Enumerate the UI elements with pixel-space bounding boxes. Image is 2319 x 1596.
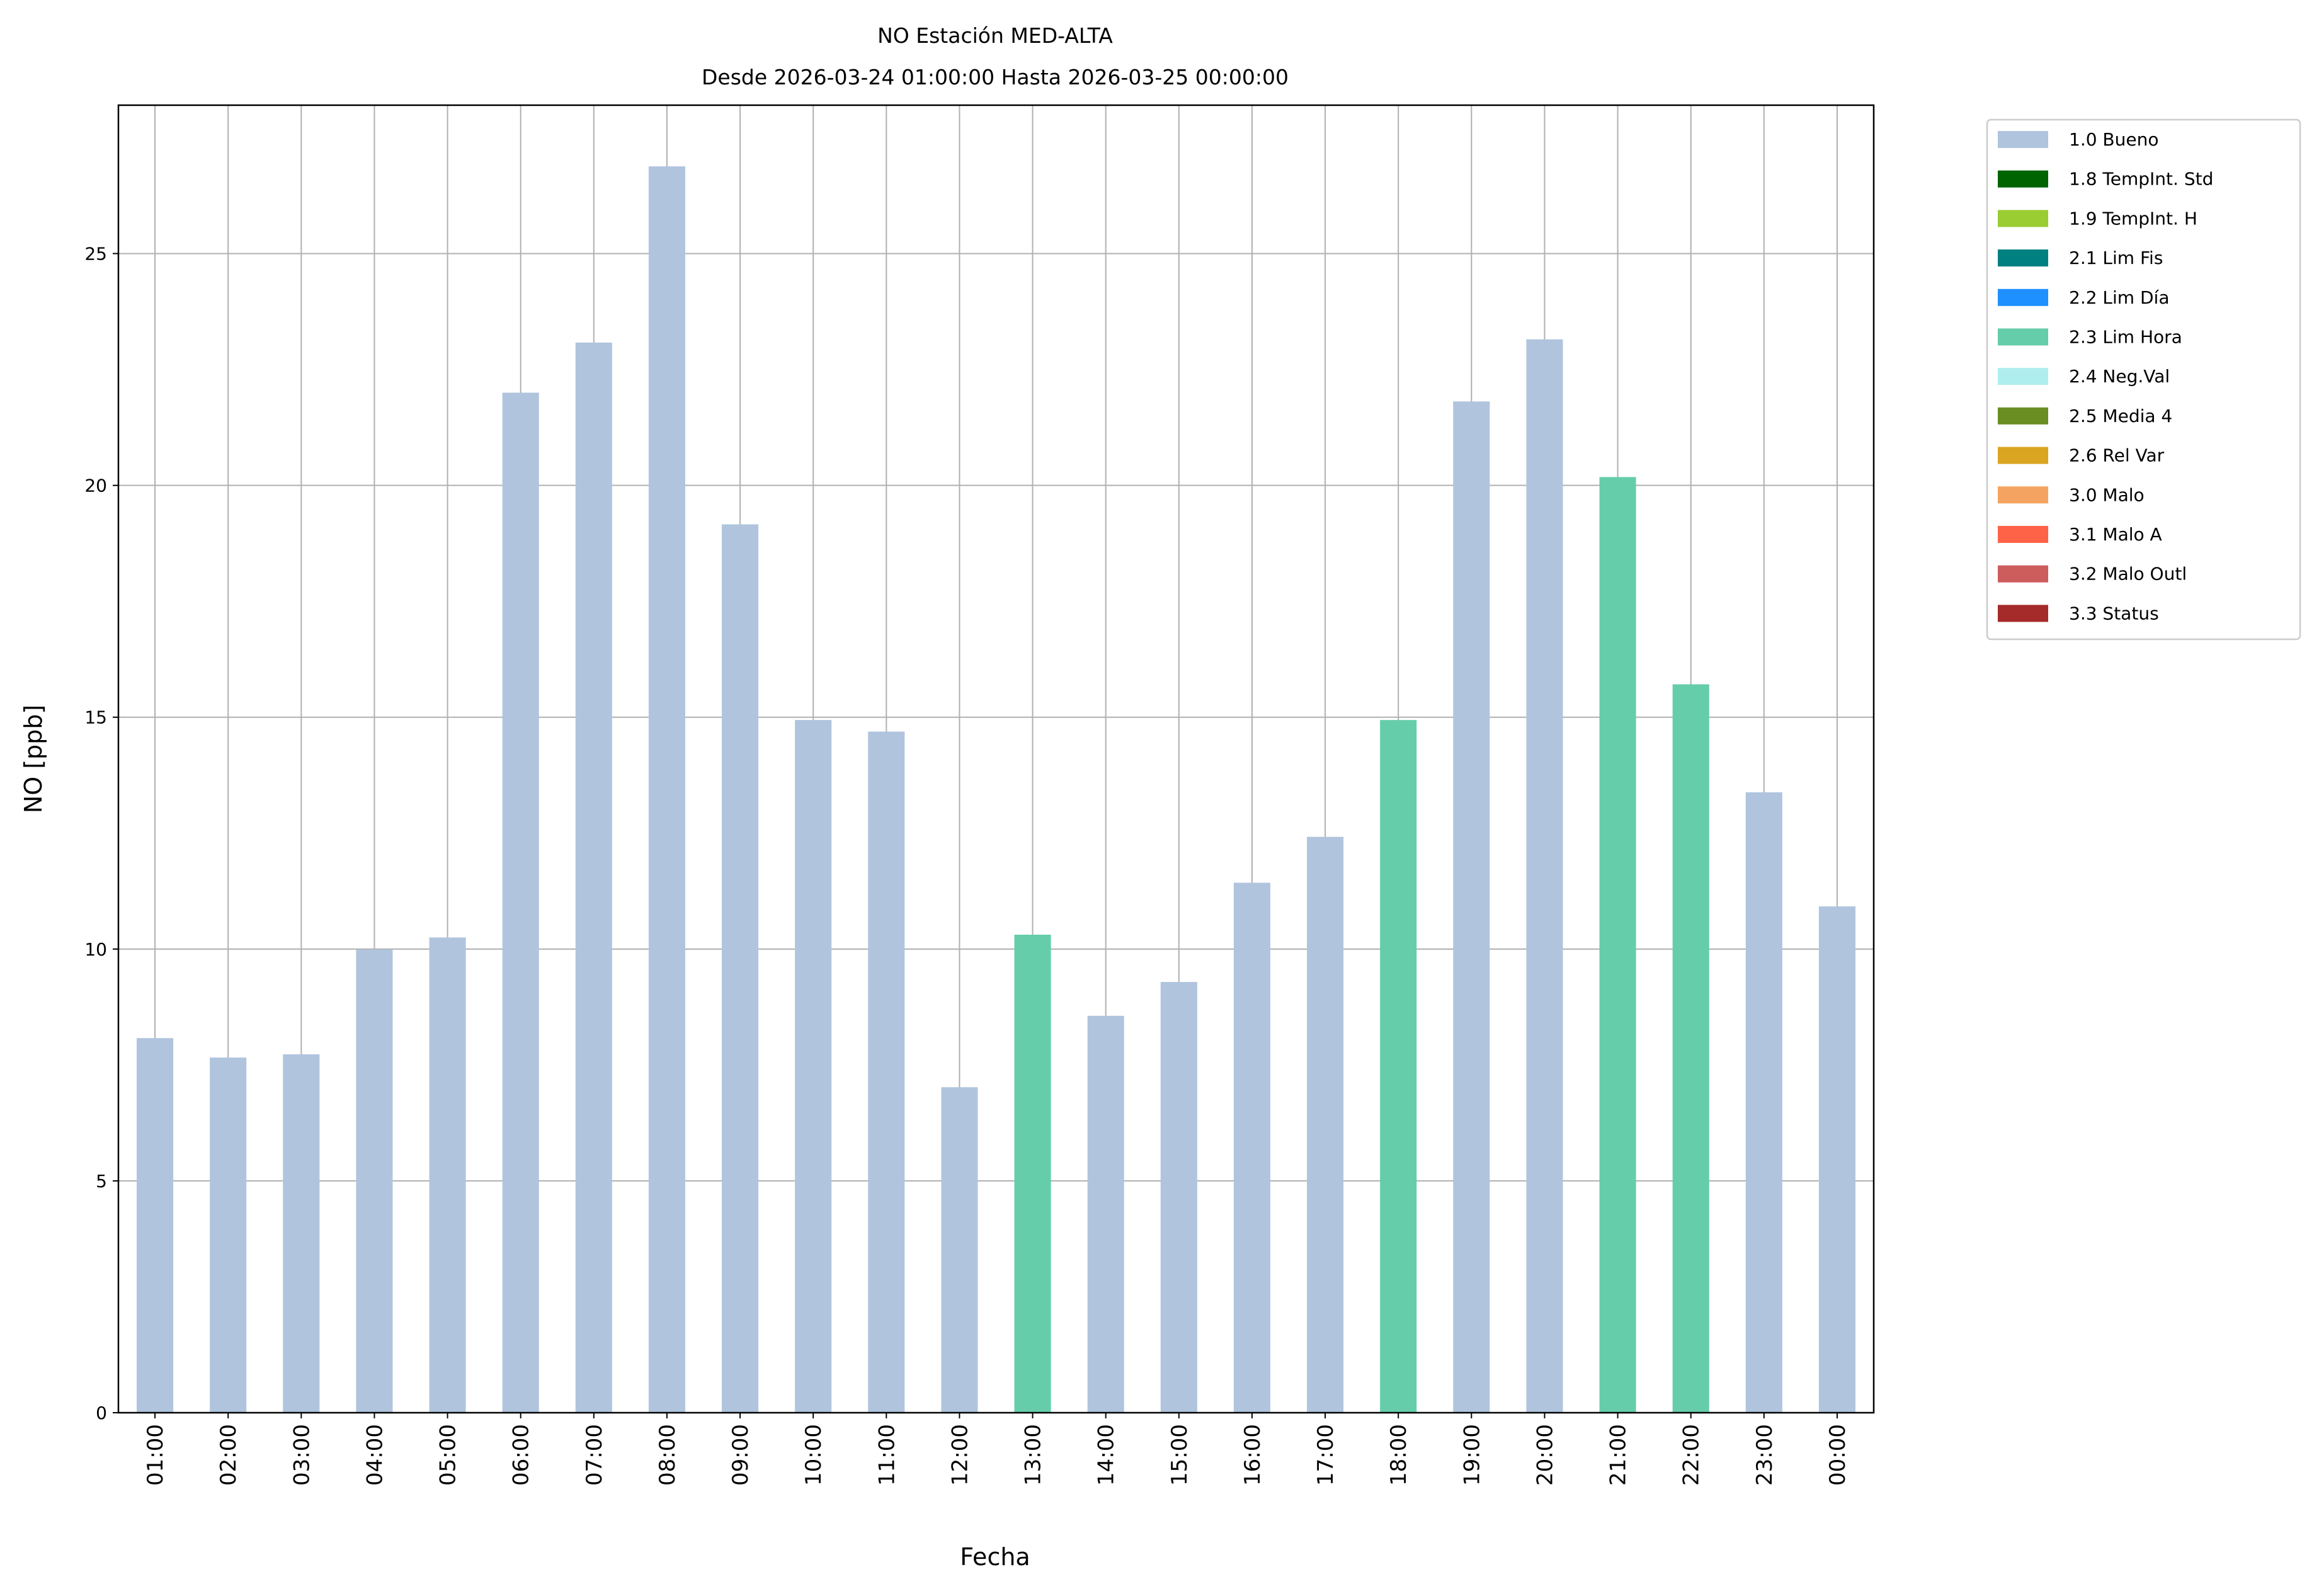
legend-label: 2.1 Lim Fis bbox=[2069, 248, 2163, 268]
legend-label: 1.8 TempInt. Std bbox=[2069, 169, 2213, 190]
x-tick-label: 13:00 bbox=[1021, 1424, 1046, 1486]
legend-swatch bbox=[1998, 486, 2048, 504]
x-tick-label: 15:00 bbox=[1167, 1424, 1192, 1486]
bar bbox=[283, 1054, 320, 1413]
x-tick-label: 14:00 bbox=[1094, 1424, 1119, 1486]
legend-swatch bbox=[1998, 526, 2048, 543]
legend-swatch bbox=[1998, 249, 2048, 267]
legend-label: 3.3 Status bbox=[2069, 603, 2159, 624]
x-tick-label: 21:00 bbox=[1606, 1424, 1631, 1486]
legend-swatch bbox=[1998, 565, 2048, 583]
y-tick-label: 15 bbox=[84, 707, 107, 728]
bar bbox=[795, 720, 832, 1413]
bar bbox=[1160, 982, 1197, 1413]
bar bbox=[429, 937, 466, 1413]
bar bbox=[575, 342, 612, 1413]
x-tick-label: 01:00 bbox=[143, 1424, 168, 1486]
legend-swatch bbox=[1998, 170, 2048, 188]
legend-label: 3.2 Malo Outl bbox=[2069, 564, 2187, 584]
x-tick-label: 23:00 bbox=[1752, 1424, 1777, 1486]
legend-swatch bbox=[1998, 328, 2048, 346]
x-tick-label: 02:00 bbox=[216, 1424, 241, 1486]
bar bbox=[1672, 684, 1709, 1413]
legend-label: 2.3 Lim Hora bbox=[2069, 327, 2182, 348]
legend-label: 2.2 Lim Día bbox=[2069, 287, 2169, 308]
x-tick-label: 17:00 bbox=[1313, 1424, 1338, 1486]
bar bbox=[1233, 882, 1270, 1413]
x-tick-label: 04:00 bbox=[362, 1424, 387, 1486]
bar bbox=[722, 524, 759, 1413]
bar bbox=[502, 392, 539, 1413]
x-tick-label: 12:00 bbox=[947, 1424, 972, 1486]
legend-label: 3.1 Malo A bbox=[2069, 524, 2162, 545]
legend-label: 3.0 Malo bbox=[2069, 484, 2145, 505]
x-tick-label: 10:00 bbox=[801, 1424, 826, 1486]
x-tick-label: 05:00 bbox=[436, 1424, 461, 1486]
x-tick-label: 11:00 bbox=[874, 1424, 899, 1486]
bar bbox=[1014, 935, 1051, 1413]
bar bbox=[1745, 792, 1782, 1413]
x-tick-label: 09:00 bbox=[728, 1424, 753, 1486]
bar bbox=[210, 1057, 247, 1413]
legend-swatch bbox=[1998, 407, 2048, 425]
bar bbox=[1307, 836, 1344, 1413]
y-tick-label: 10 bbox=[84, 939, 107, 960]
legend-swatch bbox=[1998, 368, 2048, 385]
x-tick-label: 18:00 bbox=[1386, 1424, 1411, 1486]
legend-label: 2.4 Neg.Val bbox=[2069, 366, 2170, 387]
y-tick-label: 25 bbox=[84, 244, 107, 265]
x-axis: 01:00 02:00 03:00 04:00 05:00 06:00 07:00 08:00… bbox=[143, 1413, 1850, 1486]
x-tick-label: 19:00 bbox=[1459, 1424, 1484, 1486]
legend-swatch bbox=[1998, 447, 2048, 464]
bar bbox=[137, 1038, 174, 1413]
legend-frame bbox=[1986, 118, 2301, 641]
y-tick-label: 0 bbox=[96, 1403, 107, 1423]
bar bbox=[1526, 339, 1563, 1413]
bar bbox=[648, 166, 685, 1413]
x-tick-label: 03:00 bbox=[289, 1424, 314, 1486]
x-tick-label: 16:00 bbox=[1240, 1424, 1265, 1486]
bar bbox=[868, 731, 905, 1413]
x-tick-label: 08:00 bbox=[655, 1424, 680, 1486]
legend-swatch bbox=[1998, 288, 2048, 306]
bar bbox=[1599, 477, 1636, 1413]
bars bbox=[137, 166, 1855, 1413]
legend-label: 2.6 Rel Var bbox=[2069, 445, 2165, 466]
x-tick-label: 07:00 bbox=[582, 1424, 607, 1486]
x-tick-label: 22:00 bbox=[1679, 1424, 1704, 1486]
x-tick-label: 06:00 bbox=[509, 1424, 534, 1486]
bar bbox=[1453, 401, 1490, 1413]
y-tick-label: 20 bbox=[84, 476, 107, 496]
chart-title: NO Estación MED-ALTA bbox=[877, 23, 1113, 48]
legend-label: 1.9 TempInt. H bbox=[2069, 208, 2197, 229]
bar bbox=[356, 949, 393, 1413]
legend-label: 1.0 Bueno bbox=[2069, 129, 2159, 150]
legend-label: 2.5 Media 4 bbox=[2069, 406, 2172, 426]
bar bbox=[941, 1087, 978, 1413]
bar bbox=[1380, 720, 1417, 1413]
legend-swatch bbox=[1998, 131, 2048, 148]
y-axis: 0 5 10 15 20 25 bbox=[84, 244, 118, 1423]
y-tick-label: 5 bbox=[96, 1171, 107, 1192]
legend-swatch bbox=[1998, 605, 2048, 622]
plot-frame bbox=[117, 104, 1875, 1414]
bar bbox=[1818, 906, 1855, 1413]
y-axis-label: NO [ppb] bbox=[20, 705, 47, 813]
legend-swatch bbox=[1998, 210, 2048, 227]
x-axis-label: Fecha bbox=[960, 1543, 1030, 1571]
x-tick-label: 00:00 bbox=[1825, 1424, 1850, 1486]
x-tick-label: 20:00 bbox=[1532, 1424, 1558, 1486]
legend: 1.0 Bueno 1.8 TempInt. Std 1.9 TempInt. H 2… bbox=[1986, 118, 2301, 641]
chart-subtitle: Desde 2026-03-24 01:00:00 Hasta 2026-03-… bbox=[702, 65, 1289, 89]
bar bbox=[1087, 1015, 1124, 1413]
